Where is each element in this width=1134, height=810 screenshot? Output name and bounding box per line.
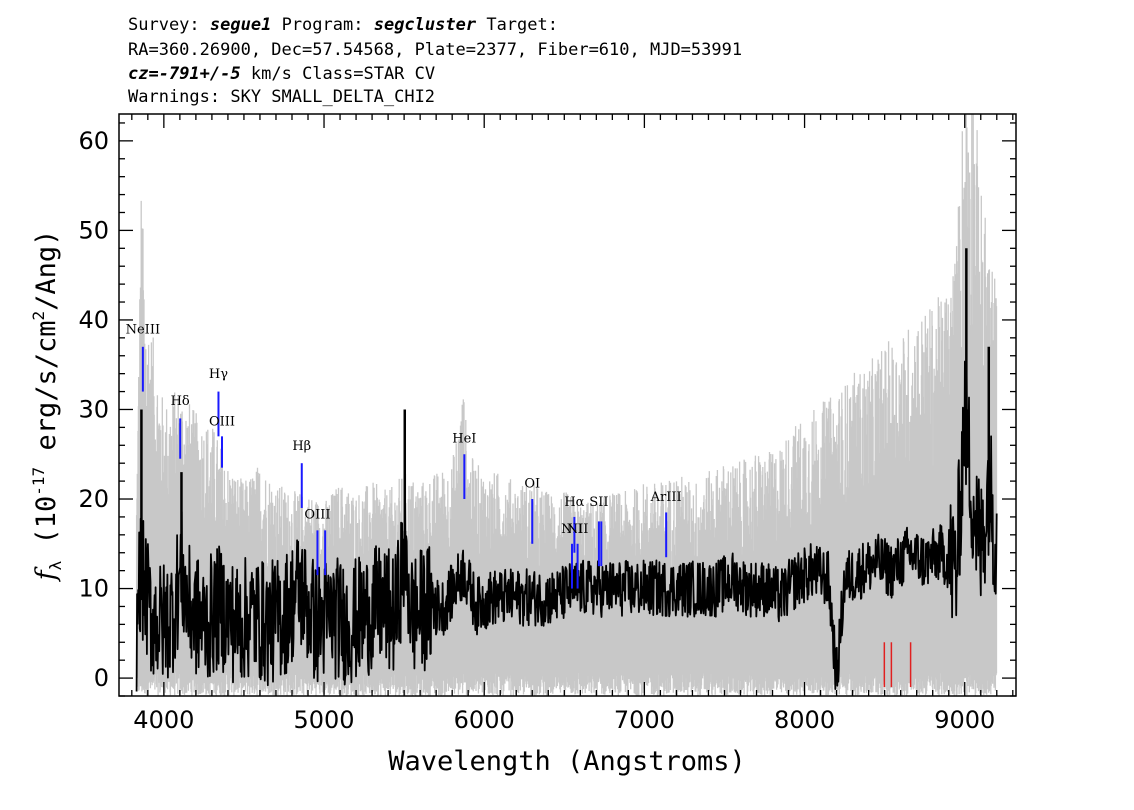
emission-line-label: SII [589,495,608,510]
y-tick-label: 30 [78,395,109,423]
emission-line-label: OI [524,476,540,491]
axis-tick-labels: 4000 5000 6000 7000 8000 9000 0 10 20 30 40 50 60 [78,127,995,734]
emission-line-label: Hδ [171,394,190,409]
y-tick-label: 60 [78,127,109,155]
emission-line-label: Hγ [209,367,228,382]
flux-series [135,248,998,692]
emission-line-label: HeI [452,432,476,447]
header-line-3: cz=-791+/-5 km/s Class=STAR CV [128,64,435,84]
x-tick-label: 4000 [133,706,194,734]
flux-line [135,360,998,692]
y-tick-label: 10 [78,575,109,603]
x-tick-label: 6000 [454,706,515,734]
header-line-2: RA=360.26900, Dec=57.54568, Plate=2377, … [128,40,742,60]
emission-line-label: NII [567,522,589,537]
emission-line-label: Hβ [292,439,311,454]
y-tick-label: 20 [78,485,109,513]
header-line-1: Survey: segue1 Program: segcluster Targe… [128,15,558,35]
emission-line-label: NII [561,522,583,537]
plot-frame [118,113,1017,697]
emission-line-label: OIII [304,508,330,523]
x-tick-label: 5000 [293,706,354,734]
emission-line-label: Hα [564,495,584,510]
emission-line-label: ArIII [650,490,682,505]
x-axis-label: Wavelength (Angstroms) [388,746,746,777]
x-tick-label: 7000 [614,706,675,734]
x-tick-label: 8000 [774,706,835,734]
y-tick-label: 50 [78,216,109,244]
y-tick-label: 0 [94,664,109,692]
y-axis-label: fλ (10-17 erg/s/cm2/Ang) [29,230,65,583]
axis-ticks [119,114,1016,697]
x-tick-label: 9000 [934,706,995,734]
y-tick-label: 40 [78,306,109,334]
header-line-4: Warnings: SKY SMALL_DELTA_CHI2 [128,87,435,107]
emission-line-label: NeIII [126,322,160,337]
emission-line-label: OIII [209,415,235,430]
